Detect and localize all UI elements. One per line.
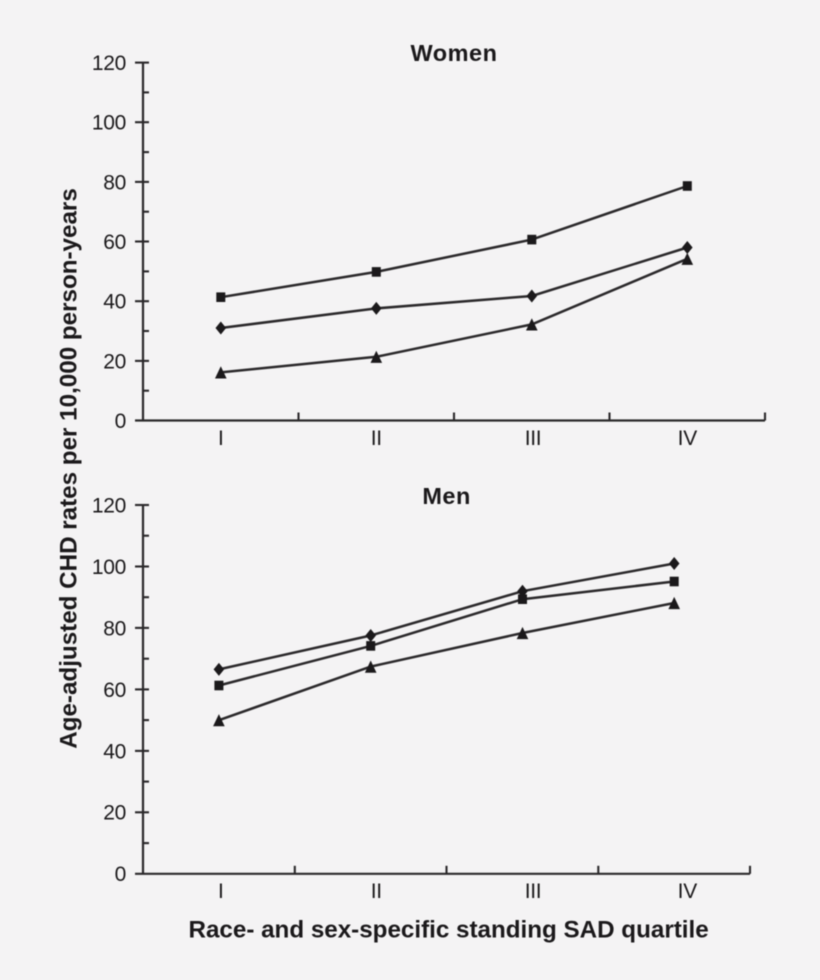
- svg-text:II: II: [371, 880, 382, 903]
- svg-text:III: III: [525, 427, 542, 450]
- svg-text:80: 80: [103, 171, 126, 194]
- svg-text:III: III: [525, 880, 542, 903]
- svg-text:Men: Men: [422, 483, 471, 509]
- svg-text:IV: IV: [678, 880, 698, 903]
- svg-text:II: II: [371, 427, 382, 450]
- svg-text:40: 40: [103, 740, 126, 763]
- svg-text:0: 0: [115, 410, 126, 433]
- svg-text:100: 100: [92, 112, 126, 135]
- svg-text:60: 60: [103, 679, 126, 702]
- svg-text:IV: IV: [678, 427, 698, 450]
- svg-text:I: I: [218, 880, 224, 903]
- svg-text:20: 20: [103, 350, 126, 373]
- svg-text:40: 40: [103, 291, 126, 314]
- svg-text:Age-adjusted CHD rates per 10,: Age-adjusted CHD rates per 10,000 person…: [56, 188, 83, 749]
- svg-text:120: 120: [92, 494, 126, 517]
- svg-text:20: 20: [103, 802, 126, 825]
- svg-text:Women: Women: [411, 40, 498, 66]
- svg-text:120: 120: [92, 52, 126, 75]
- svg-text:Race- and sex-specific standin: Race- and sex-specific standing SAD quar…: [189, 917, 709, 944]
- svg-text:60: 60: [103, 231, 126, 254]
- svg-text:I: I: [218, 427, 224, 450]
- svg-text:100: 100: [92, 556, 126, 579]
- svg-text:80: 80: [103, 617, 126, 640]
- svg-text:0: 0: [115, 863, 126, 886]
